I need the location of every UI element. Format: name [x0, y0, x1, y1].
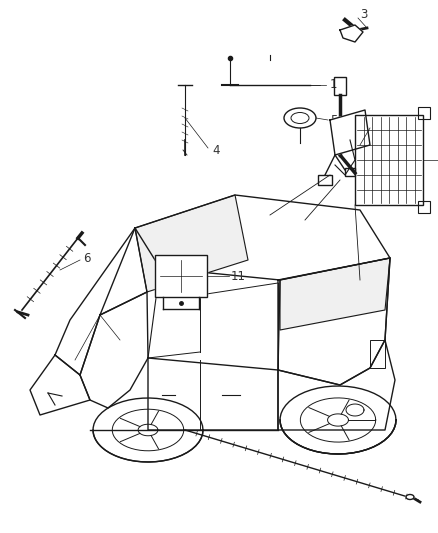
Polygon shape [340, 25, 363, 42]
Bar [418, 201, 430, 213]
Polygon shape [30, 355, 90, 415]
Text: 11: 11 [231, 270, 246, 282]
Text: 4: 4 [212, 143, 219, 157]
Bar [155, 255, 207, 297]
Bar [318, 175, 332, 185]
Text: 5: 5 [330, 114, 337, 126]
Polygon shape [278, 340, 395, 430]
Text: 6: 6 [83, 252, 91, 264]
Polygon shape [80, 292, 148, 408]
Polygon shape [330, 110, 370, 155]
Text: 2: 2 [363, 141, 371, 155]
Bar [418, 107, 430, 119]
Bar [370, 340, 385, 368]
Bar [355, 115, 423, 205]
Polygon shape [278, 258, 390, 385]
Bar [334, 77, 346, 95]
Bar [355, 115, 423, 205]
Polygon shape [135, 195, 390, 280]
Bar [345, 168, 355, 176]
Bar [370, 340, 385, 368]
Bar [155, 255, 207, 297]
Text: 1: 1 [330, 78, 338, 92]
Text: 3: 3 [360, 9, 367, 21]
Polygon shape [280, 258, 390, 330]
Ellipse shape [406, 495, 414, 499]
Polygon shape [55, 228, 147, 375]
Polygon shape [148, 358, 278, 430]
Polygon shape [135, 195, 248, 292]
